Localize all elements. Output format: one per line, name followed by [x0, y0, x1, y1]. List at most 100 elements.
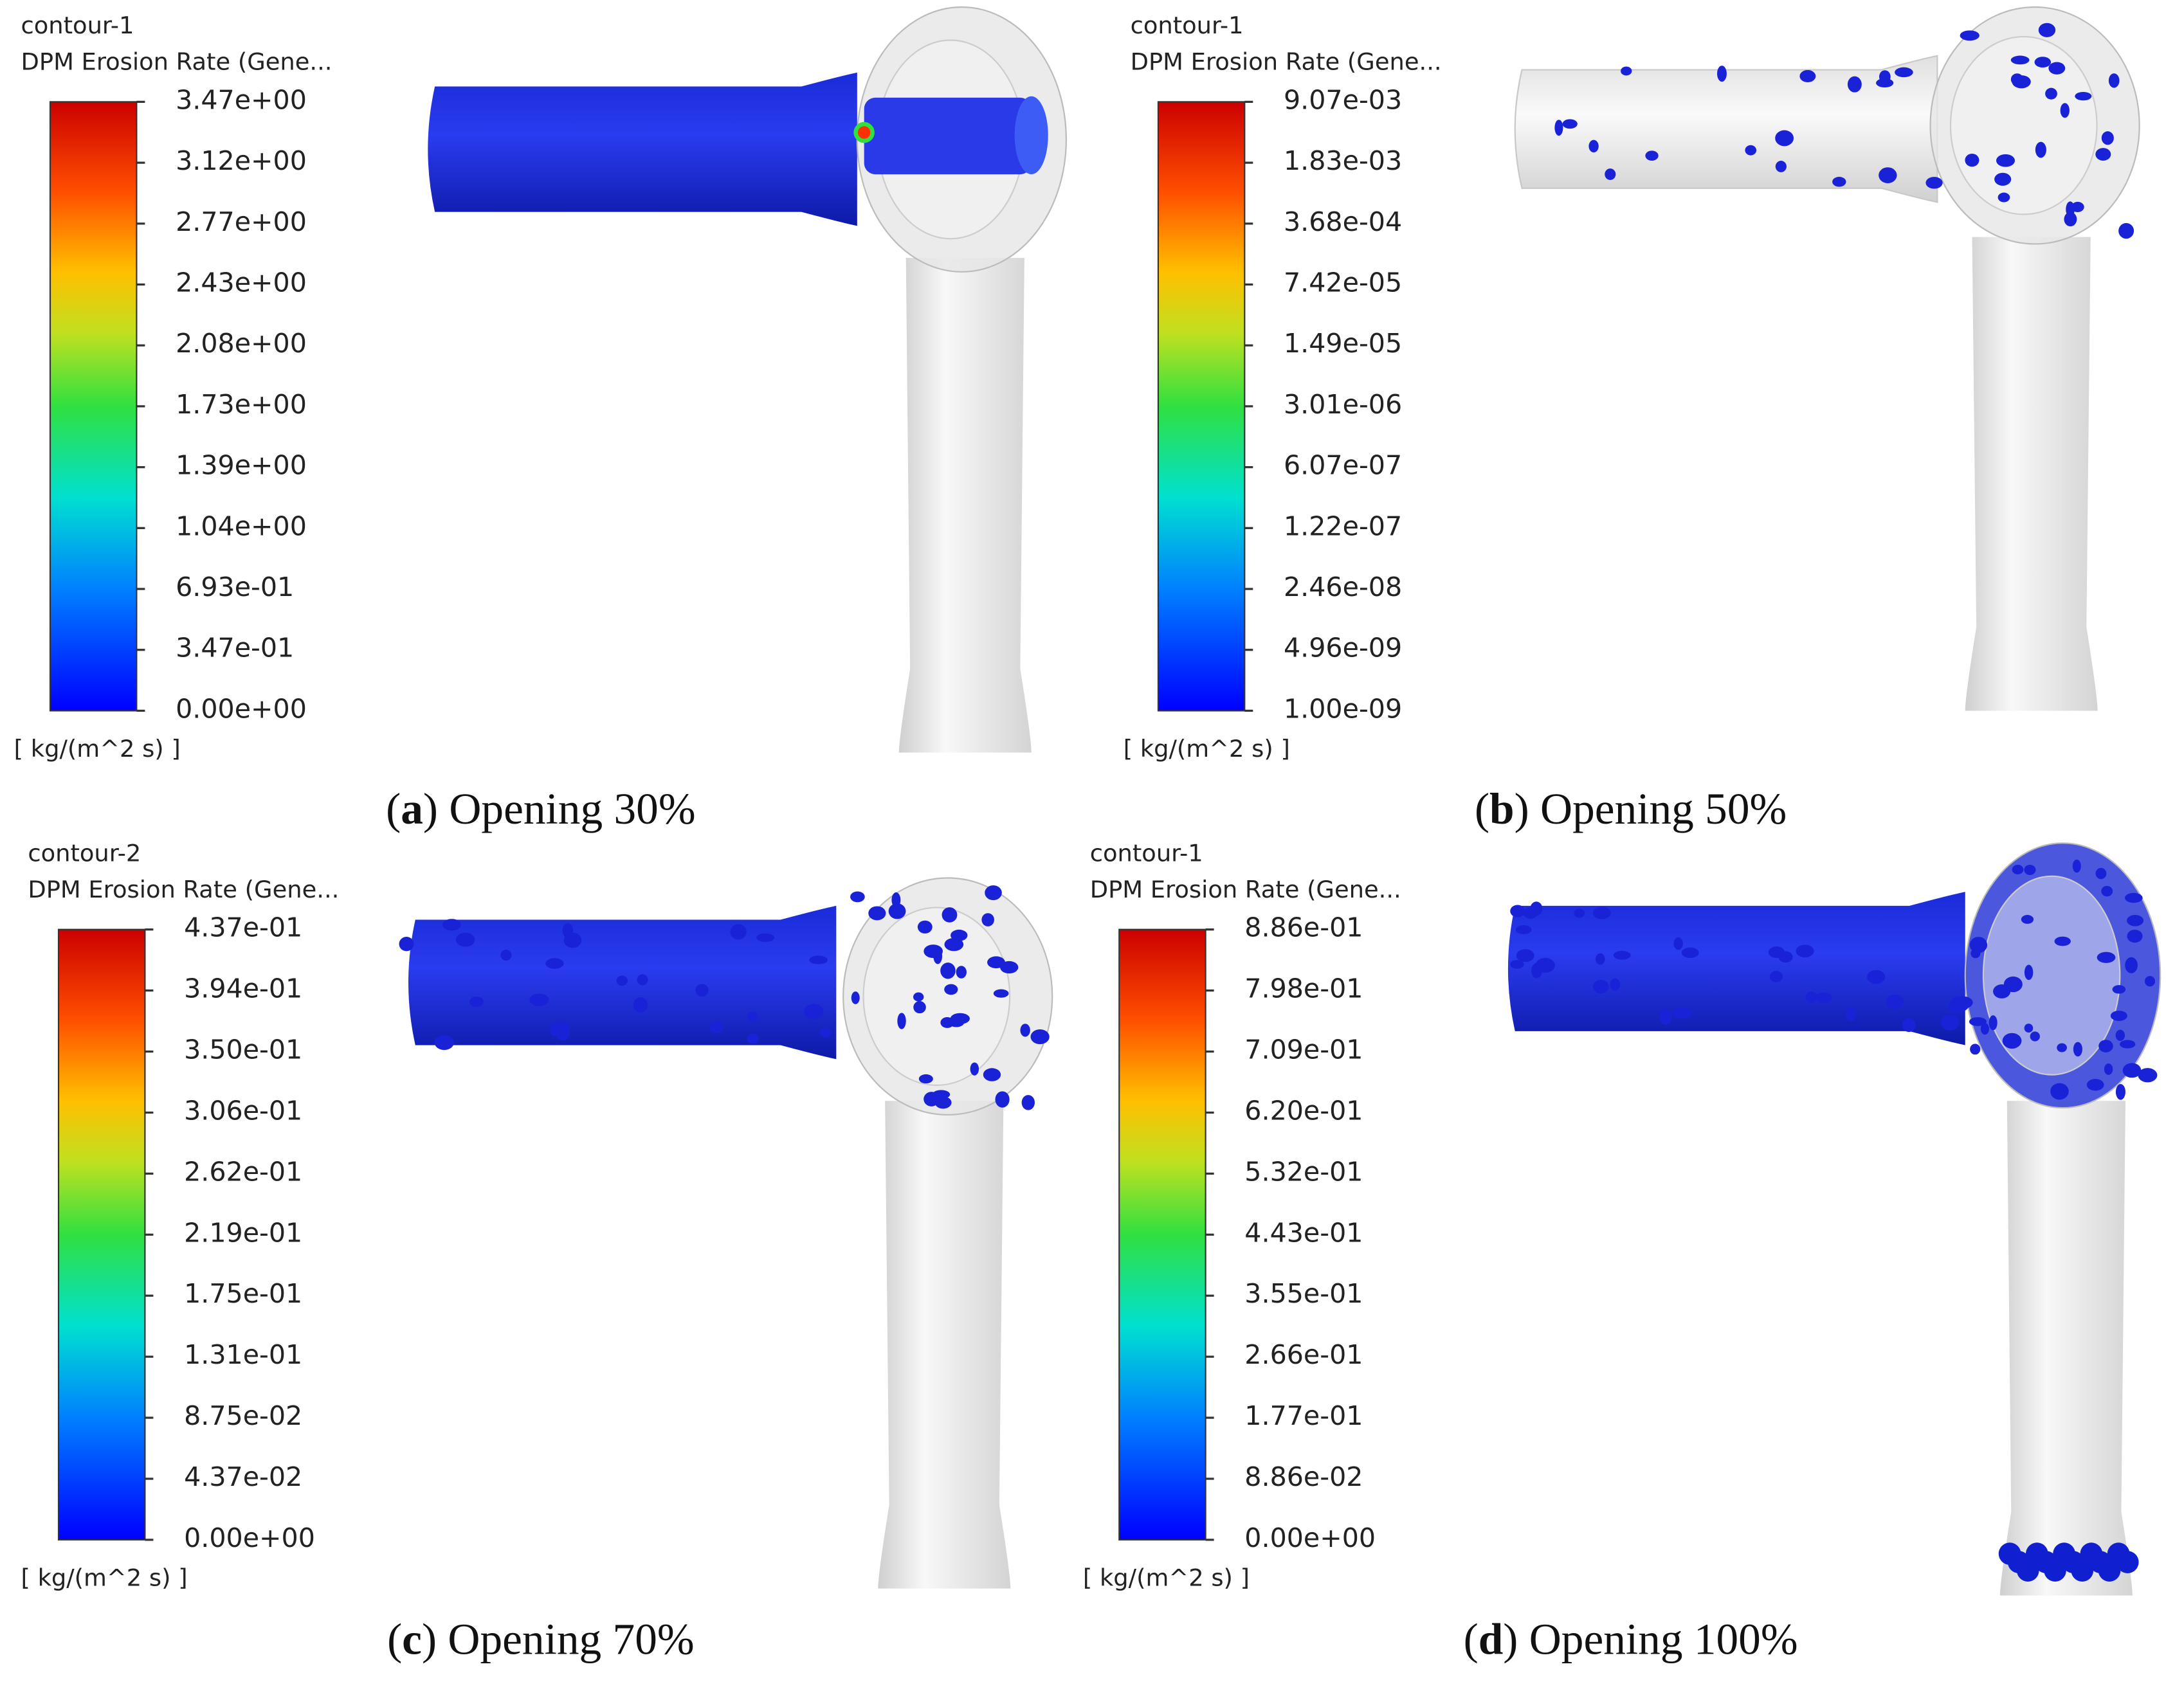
erosion-spot: [1867, 970, 1886, 984]
erosion-spot: [2098, 1040, 2113, 1052]
erosion-spot: [442, 919, 461, 931]
erosion-spot: [2072, 859, 2081, 873]
erosion-spot: [1993, 984, 2011, 998]
erosion-spot: [2071, 201, 2084, 212]
erosion-spot: [1535, 957, 1555, 973]
erosion-spot: [1954, 996, 1973, 1009]
erosion-spot: [633, 997, 648, 1013]
colorbar-label: 0.00e+00: [1244, 1522, 1376, 1553]
colorbar-label: 6.93e-01: [176, 572, 294, 602]
erosion-spot: [917, 920, 933, 934]
erosion-spot: [1879, 167, 1897, 183]
erosion-spot: [944, 937, 964, 952]
erosion-spot: [1902, 1018, 1916, 1033]
erosion-spot: [2045, 87, 2057, 100]
units: [ kg/(m^2 s) ]: [1083, 1564, 1250, 1591]
colorbar-label: 3.55e-01: [1244, 1278, 1363, 1309]
erosion-spot: [469, 996, 484, 1007]
hub: [864, 97, 1032, 175]
colorbar-label: 8.75e-02: [184, 1400, 302, 1431]
erosion-spot: [2054, 936, 2071, 946]
erosion-spot: [500, 950, 512, 961]
colorbar-label: 9.07e-03: [1284, 84, 1402, 115]
erosion-spot: [2024, 964, 2034, 980]
caption-part: c: [402, 1615, 422, 1665]
erosion-spot: [2034, 57, 2052, 68]
caption-part: (: [1464, 1615, 1479, 1665]
hotspot: [853, 122, 875, 143]
erosion-spot: [2119, 1040, 2136, 1049]
erosion-spot: [944, 984, 958, 995]
erosion-spot: [948, 1018, 965, 1027]
erosion-spot: [1510, 905, 1525, 917]
erosion-spot: [1681, 947, 1699, 958]
colorbar: [57, 928, 146, 1541]
erosion-spot: [2110, 1010, 2127, 1021]
erosion-spot: [730, 924, 747, 940]
colorbar-label: 7.42e-05: [1284, 267, 1402, 298]
erosion-spot: [2108, 73, 2120, 88]
erosion-spot: [1592, 979, 1609, 994]
caption-part: ) Opening 100%: [1503, 1615, 1797, 1665]
caption-part: (: [387, 1615, 402, 1665]
colorbar-label: 7.98e-01: [1244, 973, 1363, 1004]
erosion-spot: [2060, 103, 2070, 118]
erosion-spot: [809, 955, 828, 964]
erosion-spot: [1515, 925, 1532, 935]
erosion-spot: [1876, 78, 1894, 88]
erosion-spot: [1847, 76, 1862, 93]
erosion-spot: [888, 903, 906, 919]
erosion-spot: [1659, 1008, 1672, 1025]
erosion-spot: [2112, 985, 2126, 994]
erosion-spot: [1645, 150, 1659, 161]
colorbar-label: 1.04e+00: [176, 510, 307, 541]
colorbar-label: 4.37e-01: [184, 912, 302, 943]
caption-part: ) Opening 30%: [423, 784, 696, 834]
erosion-spot: [2104, 1063, 2113, 1075]
erosion-spot: [1778, 951, 1793, 963]
erosion-spot: [637, 974, 648, 986]
erosion-spot: [803, 1004, 824, 1019]
caption: (d) Opening 100%: [1464, 1615, 1798, 1665]
erosion-spot: [455, 932, 475, 947]
colorbar-label: 7.09e-01: [1244, 1034, 1363, 1065]
casing-inner: [862, 907, 1011, 1086]
colorbar: [1118, 928, 1206, 1541]
erosion-spot: [1516, 949, 1534, 962]
erosion-spot: [1805, 991, 1817, 1004]
erosion-spot: [2016, 1559, 2039, 1582]
erosion-spot: [1769, 971, 1783, 982]
variable-name: DPM Erosion Rate (Gene...: [28, 876, 339, 903]
erosion-spot: [529, 993, 549, 1006]
erosion-spot: [1970, 1043, 1981, 1055]
erosion-spot: [2075, 91, 2092, 101]
colorbar-label: 1.22e-07: [1284, 510, 1402, 541]
erosion-spot: [2124, 892, 2143, 903]
erosion-spot: [2122, 1063, 2142, 1078]
erosion-spot: [1595, 953, 1605, 965]
erosion-spot: [616, 975, 628, 986]
erosion-spot: [2138, 1068, 2158, 1083]
erosion-spot: [897, 1013, 906, 1029]
colorbar-label: 8.86e-02: [1244, 1461, 1363, 1492]
caption-part: b: [1489, 784, 1515, 834]
erosion-spot: [1716, 66, 1727, 82]
erosion-spot: [2048, 62, 2066, 75]
erosion-spot: [2118, 222, 2134, 239]
colorbar-label: 3.06e-01: [184, 1095, 302, 1126]
erosion-spot: [2115, 1084, 2125, 1100]
colorbar-label: 3.94e-01: [184, 973, 302, 1004]
erosion-spot: [709, 1022, 723, 1033]
colorbar-label: 4.43e-01: [1244, 1217, 1363, 1248]
erosion-spot: [2024, 1024, 2034, 1033]
erosion-spot: [1799, 69, 1816, 83]
caption-part: ) Opening 50%: [1515, 784, 1787, 834]
colorbar-label: 1.49e-05: [1284, 328, 1402, 359]
caption-part: ) Opening 70%: [422, 1615, 695, 1665]
colorbar-label: 2.66e-01: [1244, 1339, 1363, 1370]
erosion-spot: [2044, 1559, 2066, 1582]
colorbar-label: 2.62e-01: [184, 1156, 302, 1187]
erosion-spot: [985, 885, 1002, 901]
erosion-spot: [1988, 1015, 1997, 1031]
units: [ kg/(m^2 s) ]: [14, 735, 181, 763]
